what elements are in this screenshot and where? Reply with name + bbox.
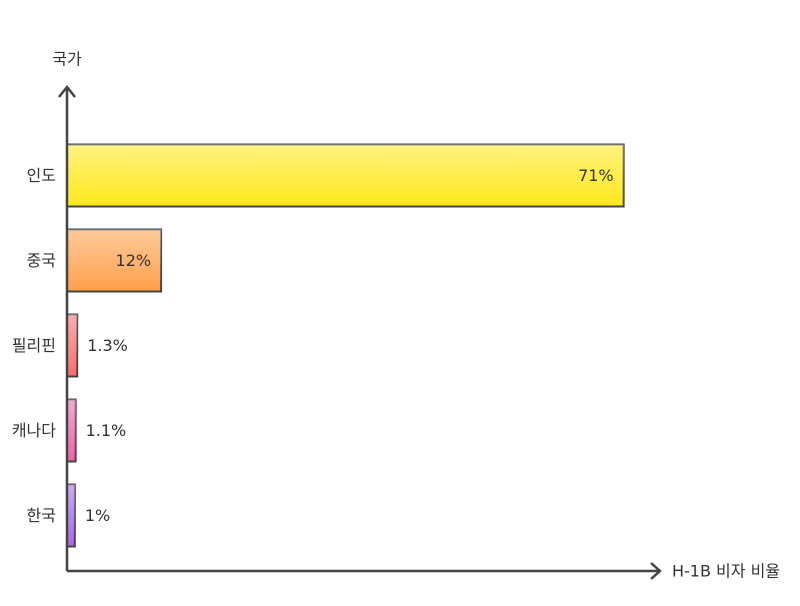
y-tick-label: 캐나다 — [12, 421, 56, 440]
x-axis-label: H-1B 비자 비율 — [672, 562, 780, 581]
y-axis — [58, 84, 76, 571]
bar-shine — [67, 484, 75, 547]
y-axis-label: 국가 — [52, 50, 82, 69]
value-label: 1% — [85, 506, 110, 525]
y-tick-label: 필리핀 — [12, 336, 56, 355]
bars — [66, 143, 625, 548]
bar-shine — [67, 229, 162, 292]
value-label: 71% — [578, 166, 614, 185]
value-label: 1.1% — [86, 421, 127, 440]
bar-shine — [67, 399, 76, 462]
value-label: 12% — [116, 251, 152, 270]
bar-shine — [67, 144, 624, 207]
y-tick-label: 인도 — [27, 166, 56, 185]
x-axis — [67, 562, 662, 580]
y-tick-label: 한국 — [27, 506, 56, 525]
value-label: 1.3% — [87, 336, 128, 355]
bar-shine — [67, 314, 78, 377]
y-tick-label: 중국 — [27, 251, 56, 270]
